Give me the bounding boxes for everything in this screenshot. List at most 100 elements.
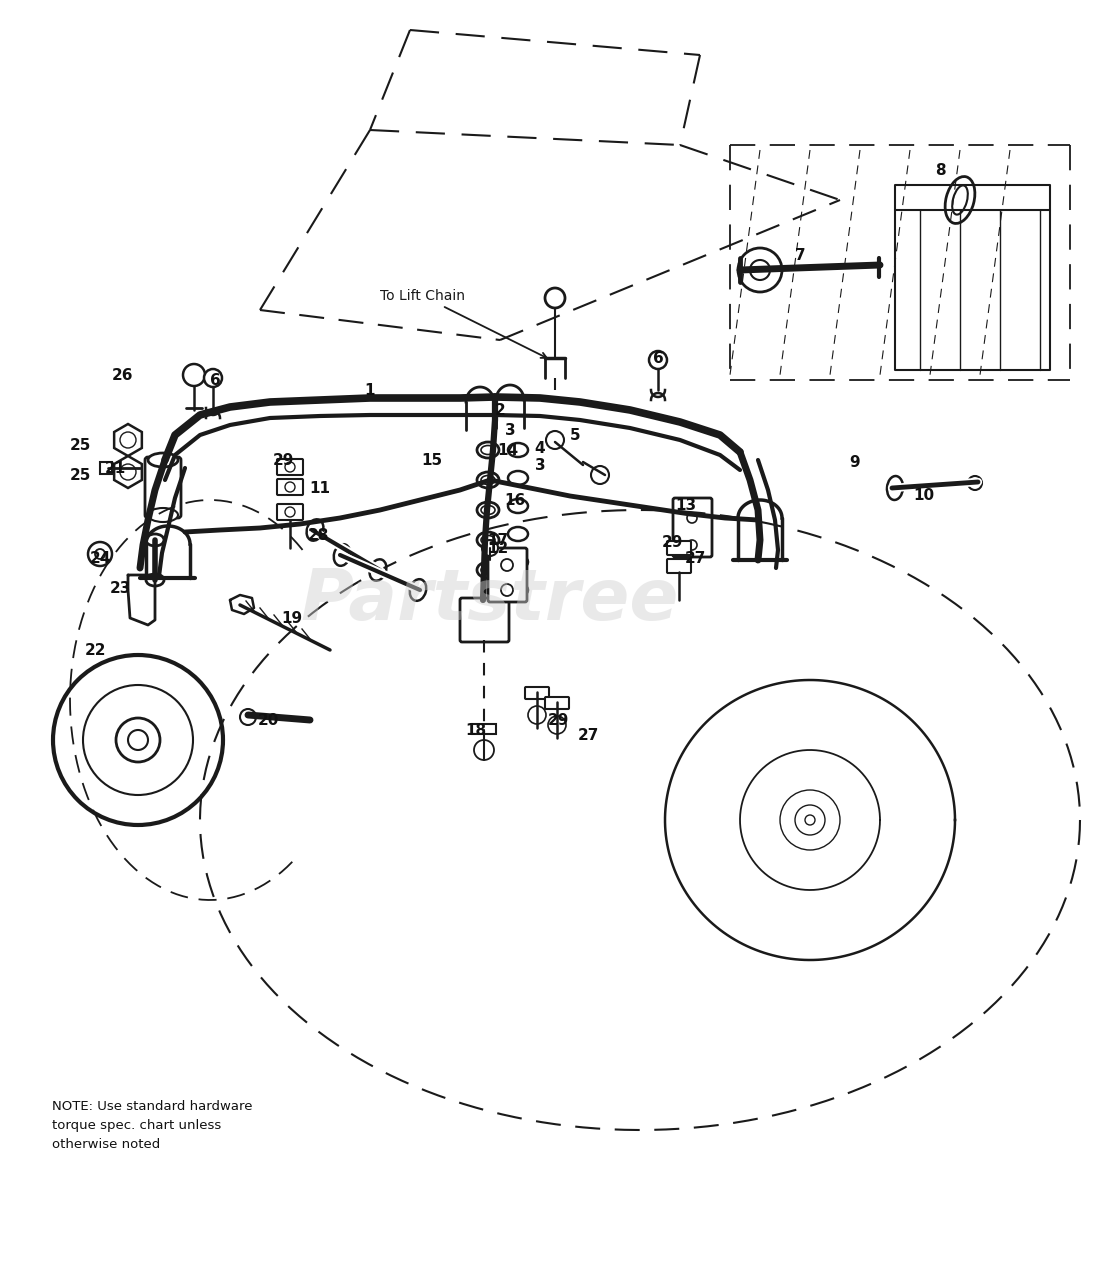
Text: 17: 17 (488, 532, 509, 548)
Text: 12: 12 (488, 540, 509, 556)
Text: 18: 18 (466, 722, 487, 737)
Ellipse shape (481, 506, 496, 515)
Circle shape (548, 716, 565, 733)
Text: 25: 25 (69, 467, 91, 483)
FancyBboxPatch shape (546, 698, 569, 709)
Circle shape (286, 483, 296, 492)
FancyBboxPatch shape (488, 548, 527, 602)
Text: Partstree: Partstree (301, 566, 679, 635)
FancyBboxPatch shape (460, 598, 509, 643)
Text: 21: 21 (104, 461, 126, 475)
Text: 20: 20 (258, 713, 279, 727)
Ellipse shape (333, 544, 350, 566)
FancyBboxPatch shape (667, 541, 691, 556)
Circle shape (183, 364, 206, 387)
Bar (100, 462, 112, 474)
Circle shape (204, 369, 222, 387)
Ellipse shape (370, 559, 387, 581)
Ellipse shape (508, 582, 528, 596)
FancyBboxPatch shape (277, 460, 303, 475)
Text: 8: 8 (934, 163, 945, 178)
Text: 22: 22 (84, 643, 106, 658)
Ellipse shape (508, 556, 528, 570)
Text: 29: 29 (661, 535, 682, 549)
Circle shape (750, 260, 770, 280)
Text: 27: 27 (684, 550, 705, 566)
Text: 11: 11 (310, 480, 330, 495)
Circle shape (96, 549, 106, 559)
Ellipse shape (477, 472, 499, 488)
Text: 16: 16 (504, 493, 526, 507)
Text: 29: 29 (272, 453, 293, 467)
Text: 1: 1 (364, 383, 376, 398)
Circle shape (968, 476, 982, 490)
Text: 28: 28 (308, 527, 329, 543)
FancyBboxPatch shape (277, 504, 303, 520)
Text: 2: 2 (494, 402, 506, 417)
Text: 4: 4 (534, 440, 546, 456)
Circle shape (286, 462, 296, 472)
Text: 13: 13 (675, 498, 697, 512)
Ellipse shape (508, 499, 528, 513)
Ellipse shape (307, 520, 323, 540)
Bar (472, 724, 496, 733)
Text: 29: 29 (548, 713, 569, 727)
Ellipse shape (477, 442, 499, 458)
Ellipse shape (952, 186, 968, 215)
Ellipse shape (508, 443, 528, 457)
Text: 25: 25 (69, 438, 91, 453)
Circle shape (240, 709, 256, 724)
FancyBboxPatch shape (526, 687, 549, 699)
Circle shape (120, 433, 136, 448)
Circle shape (795, 805, 825, 835)
Text: 27: 27 (578, 727, 599, 742)
Circle shape (53, 655, 223, 826)
Circle shape (528, 707, 546, 724)
Ellipse shape (146, 573, 164, 586)
Text: 6: 6 (652, 351, 663, 366)
FancyBboxPatch shape (277, 479, 303, 495)
Ellipse shape (508, 471, 528, 485)
Ellipse shape (410, 579, 427, 600)
Circle shape (83, 685, 193, 795)
Text: 15: 15 (421, 453, 442, 467)
Circle shape (88, 541, 112, 566)
Ellipse shape (481, 566, 496, 575)
Circle shape (116, 718, 160, 762)
Text: To Lift Chain: To Lift Chain (380, 289, 547, 358)
Ellipse shape (508, 527, 528, 541)
Text: 23: 23 (109, 581, 131, 595)
Circle shape (591, 466, 609, 484)
Text: 26: 26 (111, 367, 132, 383)
Text: 3: 3 (534, 457, 546, 472)
Text: 24: 24 (89, 550, 111, 566)
Text: 6: 6 (210, 372, 220, 388)
Ellipse shape (481, 535, 496, 544)
Ellipse shape (481, 445, 496, 454)
Circle shape (687, 513, 697, 524)
Circle shape (474, 740, 494, 760)
Circle shape (780, 790, 840, 850)
Text: NOTE: Use standard hardware
torque spec. chart unless
otherwise noted: NOTE: Use standard hardware torque spec.… (52, 1100, 252, 1151)
FancyBboxPatch shape (146, 457, 181, 518)
Circle shape (687, 540, 697, 550)
Circle shape (501, 559, 513, 571)
Circle shape (128, 730, 148, 750)
Ellipse shape (887, 476, 903, 500)
Circle shape (501, 584, 513, 596)
Text: 5: 5 (570, 428, 580, 443)
Ellipse shape (481, 475, 496, 485)
Ellipse shape (945, 177, 974, 224)
Text: 3: 3 (504, 422, 516, 438)
Ellipse shape (148, 508, 178, 522)
FancyBboxPatch shape (673, 498, 712, 557)
Ellipse shape (477, 502, 499, 518)
Circle shape (120, 465, 136, 480)
Text: 14: 14 (498, 443, 519, 457)
Ellipse shape (148, 453, 178, 467)
Circle shape (546, 431, 564, 449)
Circle shape (649, 351, 667, 369)
Circle shape (805, 815, 815, 826)
Text: 9: 9 (850, 454, 860, 470)
Circle shape (482, 540, 498, 556)
